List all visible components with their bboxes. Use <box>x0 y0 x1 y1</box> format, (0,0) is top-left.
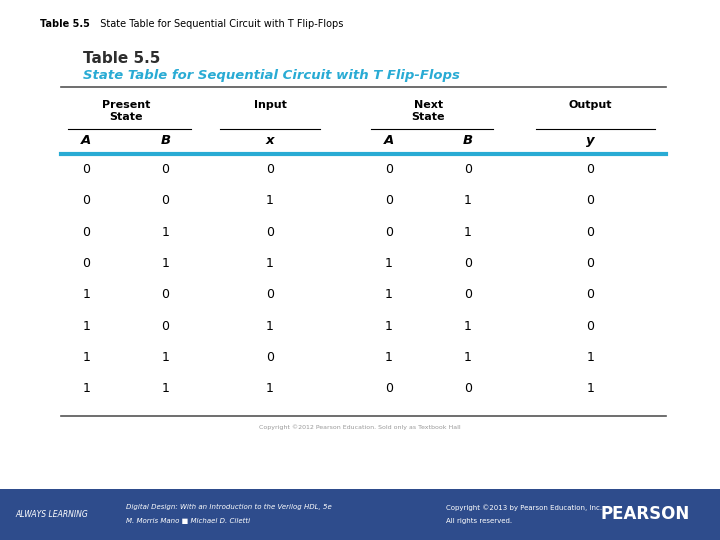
Text: 1: 1 <box>266 194 274 207</box>
Text: State Table for Sequential Circuit with T Flip-Flops: State Table for Sequential Circuit with … <box>83 69 459 82</box>
Text: 0: 0 <box>464 163 472 176</box>
Text: State Table for Sequential Circuit with T Flip-Flops: State Table for Sequential Circuit with … <box>94 19 343 29</box>
Text: 0: 0 <box>384 194 393 207</box>
Text: ALWAYS LEARNING: ALWAYS LEARNING <box>16 510 89 519</box>
Text: 0: 0 <box>82 194 91 207</box>
Text: 1: 1 <box>385 288 392 301</box>
Text: 0: 0 <box>384 163 393 176</box>
Text: 1: 1 <box>587 382 594 395</box>
Text: 0: 0 <box>82 257 91 270</box>
Text: A: A <box>384 134 394 147</box>
Text: PEARSON: PEARSON <box>600 505 690 523</box>
Text: 1: 1 <box>162 257 169 270</box>
Text: 0: 0 <box>266 163 274 176</box>
Bar <box>0 489 720 540</box>
Text: 1: 1 <box>464 226 472 239</box>
Text: Digital Design: With an Introduction to the Verilog HDL, 5e: Digital Design: With an Introduction to … <box>126 504 332 510</box>
Text: 1: 1 <box>266 382 274 395</box>
Text: 1: 1 <box>83 288 90 301</box>
Text: 1: 1 <box>266 320 274 333</box>
Text: Present
State: Present State <box>102 100 150 122</box>
Text: 0: 0 <box>464 288 472 301</box>
Text: 0: 0 <box>586 194 595 207</box>
Text: 1: 1 <box>83 382 90 395</box>
Text: Copyright ©2012 Pearson Education. Sold only as Textbook Hall: Copyright ©2012 Pearson Education. Sold … <box>259 424 461 430</box>
Text: 0: 0 <box>161 320 170 333</box>
Text: 0: 0 <box>161 163 170 176</box>
Text: 0: 0 <box>586 226 595 239</box>
Text: 0: 0 <box>266 351 274 364</box>
Text: 0: 0 <box>464 257 472 270</box>
Text: 0: 0 <box>266 288 274 301</box>
Text: y: y <box>586 134 595 147</box>
Text: Table 5.5: Table 5.5 <box>83 51 160 66</box>
Text: 0: 0 <box>464 382 472 395</box>
Text: 1: 1 <box>266 257 274 270</box>
Text: 0: 0 <box>82 226 91 239</box>
Text: 0: 0 <box>384 382 393 395</box>
Text: 0: 0 <box>161 194 170 207</box>
Text: 1: 1 <box>464 320 472 333</box>
Text: 0: 0 <box>586 257 595 270</box>
Text: 0: 0 <box>586 163 595 176</box>
Text: 1: 1 <box>162 382 169 395</box>
Text: Next
State: Next State <box>412 100 445 122</box>
Text: 1: 1 <box>385 351 392 364</box>
Text: 1: 1 <box>385 320 392 333</box>
Text: 1: 1 <box>162 226 169 239</box>
Text: 1: 1 <box>587 351 594 364</box>
Text: 0: 0 <box>384 226 393 239</box>
Text: x: x <box>266 134 274 147</box>
Text: Table 5.5: Table 5.5 <box>40 19 89 29</box>
Text: 0: 0 <box>266 226 274 239</box>
Text: 1: 1 <box>385 257 392 270</box>
Text: 1: 1 <box>83 351 90 364</box>
Text: 0: 0 <box>586 320 595 333</box>
Text: 0: 0 <box>586 288 595 301</box>
Text: 1: 1 <box>162 351 169 364</box>
Text: A: A <box>81 134 91 147</box>
Text: 1: 1 <box>464 351 472 364</box>
Text: 0: 0 <box>161 288 170 301</box>
Text: M. Morris Mano ■ Michael D. Ciletti: M. Morris Mano ■ Michael D. Ciletti <box>126 518 250 524</box>
Text: B: B <box>161 134 171 147</box>
Text: All rights reserved.: All rights reserved. <box>446 518 513 524</box>
Text: Copyright ©2013 by Pearson Education, Inc.: Copyright ©2013 by Pearson Education, In… <box>446 504 603 511</box>
Text: B: B <box>463 134 473 147</box>
Text: Input: Input <box>253 100 287 110</box>
Text: Output: Output <box>569 100 612 110</box>
Text: 1: 1 <box>83 320 90 333</box>
Text: 0: 0 <box>82 163 91 176</box>
Text: 1: 1 <box>464 194 472 207</box>
